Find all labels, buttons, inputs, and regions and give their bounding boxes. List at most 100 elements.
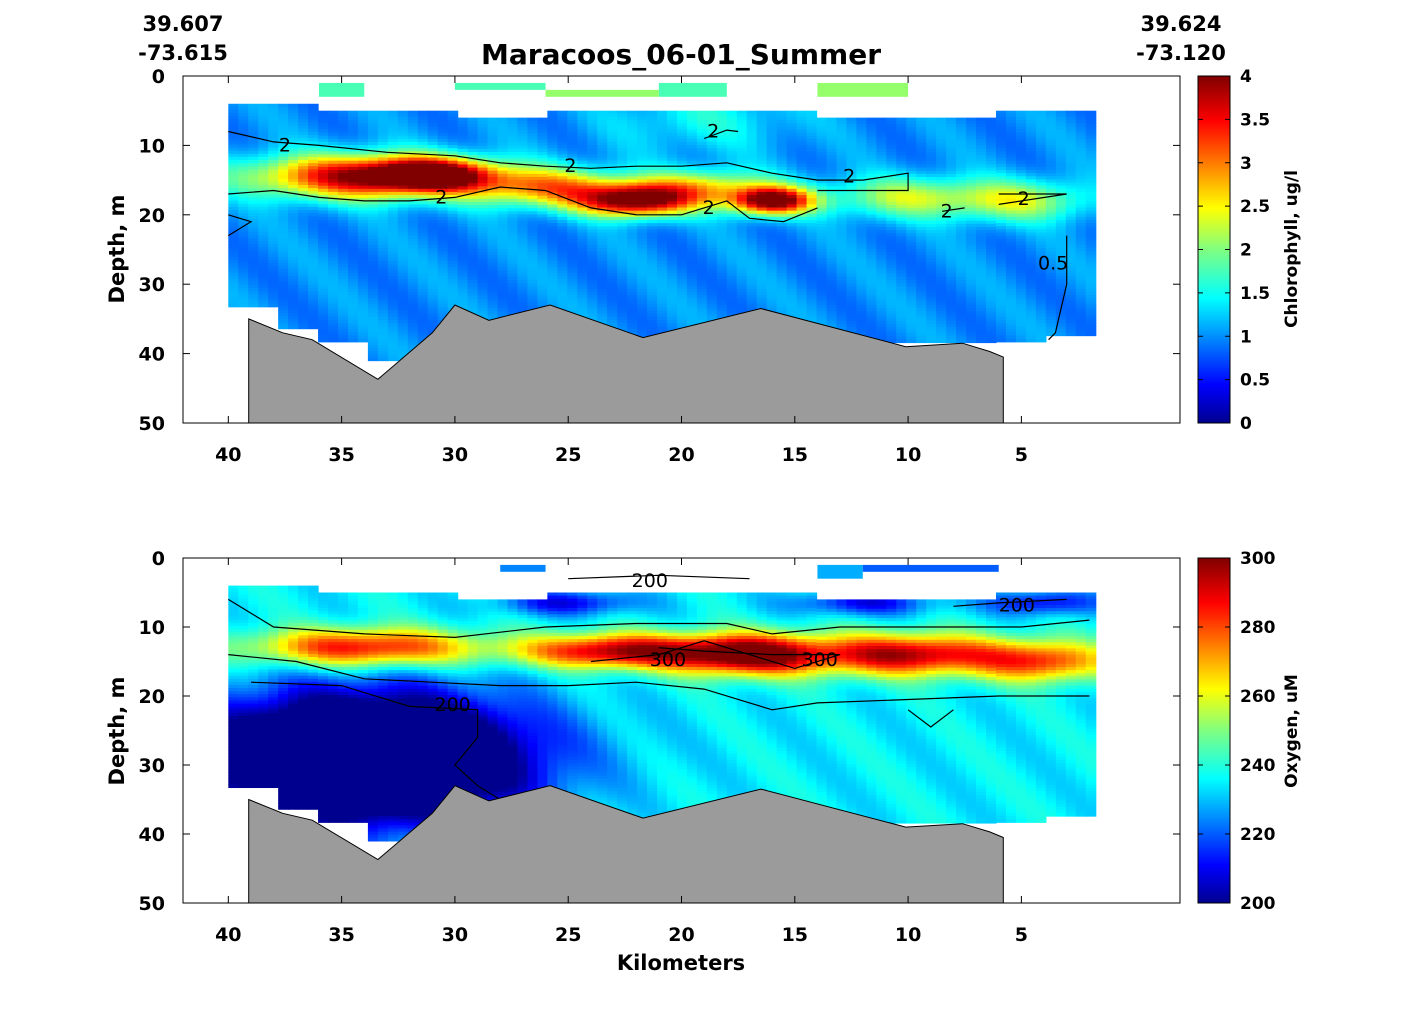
field-cell (228, 128, 239, 133)
field-cell (836, 320, 848, 325)
field-cell (587, 310, 598, 315)
field-cell (248, 284, 259, 289)
field-cell (746, 179, 758, 184)
field-cell (487, 198, 499, 203)
field-cell (328, 235, 339, 240)
field-cell (826, 305, 838, 309)
field-cell (756, 148, 768, 152)
field-cell (686, 266, 698, 271)
field-cell (766, 248, 778, 252)
field-cell (676, 207, 688, 212)
field-cell (517, 289, 529, 294)
field-cell (896, 264, 907, 269)
field-cell (248, 238, 259, 242)
field-cell (756, 182, 768, 187)
field-cell (288, 153, 299, 158)
field-cell (367, 176, 379, 180)
field-cell (627, 216, 638, 221)
field-cell (587, 279, 598, 284)
field-cell (238, 153, 249, 158)
field-cell (676, 273, 688, 277)
field-cell (278, 125, 289, 130)
field-cell (856, 242, 867, 247)
field-cell (298, 253, 309, 258)
field-cell (876, 295, 887, 300)
field-cell (647, 316, 658, 321)
field-cell (696, 213, 708, 218)
field-cell (337, 148, 349, 152)
field-cell (577, 154, 588, 159)
field-cell (557, 226, 568, 230)
field-cell (527, 245, 538, 250)
field-cell (497, 314, 509, 319)
field-cell (896, 139, 907, 144)
field-cell (437, 116, 449, 121)
field-cell (676, 173, 688, 177)
field-cell (337, 257, 349, 262)
field-cell (377, 185, 389, 190)
field-cell (417, 266, 429, 271)
field-cell (557, 232, 568, 237)
field-cell (716, 291, 728, 296)
field-cell (647, 191, 658, 196)
field-cell (816, 195, 828, 200)
field-cell (716, 251, 728, 255)
field-cell (337, 241, 349, 246)
field-cell (387, 216, 399, 221)
field-cell (577, 163, 588, 168)
field-cell (278, 110, 289, 114)
field-cell (716, 269, 728, 274)
field-cell (328, 210, 339, 215)
field-cell (318, 257, 329, 262)
field-cell (288, 194, 299, 199)
field-cell (806, 257, 818, 262)
field-cell (856, 308, 867, 312)
field-cell (667, 220, 678, 224)
field-cell (278, 231, 289, 236)
field-cell (397, 204, 409, 209)
field-cell (647, 126, 658, 131)
field-cell (527, 148, 538, 153)
field-cell (367, 254, 379, 259)
field-cell (686, 182, 698, 187)
field-cell (527, 239, 538, 244)
field-cell (547, 201, 558, 205)
field-cell (736, 179, 748, 184)
field-cell (826, 311, 838, 315)
field-cell (308, 178, 319, 183)
field-cell (397, 316, 409, 321)
field-cell (667, 248, 678, 252)
field-cell (726, 179, 738, 184)
field-cell (856, 220, 867, 225)
field-cell (447, 116, 459, 121)
field-cell (507, 195, 519, 200)
field-cell (846, 183, 858, 187)
field-cell (318, 288, 329, 293)
field-cell (238, 275, 249, 280)
field-cell (457, 217, 469, 222)
field-cell (537, 273, 548, 278)
field-cell (437, 316, 449, 321)
field-cell (367, 170, 379, 174)
field-cell (527, 301, 538, 306)
field-cell (517, 248, 529, 253)
field-cell (497, 158, 509, 162)
field-cell (597, 163, 608, 168)
field-cell (766, 257, 778, 262)
field-cell (686, 288, 698, 293)
field-cell (896, 308, 907, 312)
field-cell (477, 120, 489, 125)
field-cell (607, 195, 618, 199)
field-cell (527, 205, 538, 209)
field-cell (896, 261, 907, 266)
field-cell (776, 257, 788, 262)
field-cell (238, 166, 249, 170)
field-cell (337, 120, 349, 124)
field-cell (238, 172, 249, 177)
field-cell (637, 260, 648, 265)
field-cell (407, 210, 419, 215)
field-cell (328, 123, 339, 127)
field-cell (826, 211, 838, 216)
field-cell (686, 157, 698, 162)
field-cell (597, 173, 608, 177)
